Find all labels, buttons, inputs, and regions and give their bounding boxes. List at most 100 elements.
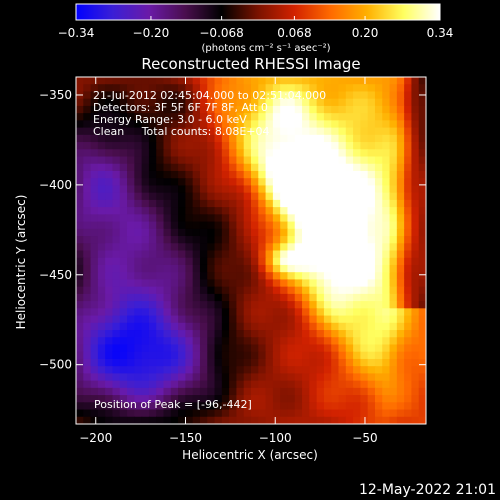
- heatmap-cell: [374, 221, 383, 230]
- heatmap-cell: [265, 373, 274, 382]
- heatmap-cell: [243, 134, 252, 143]
- heatmap-cell: [236, 301, 245, 309]
- heatmap-cell: [148, 243, 157, 252]
- heatmap-cell: [163, 409, 172, 418]
- heatmap-cell: [396, 315, 405, 324]
- heatmap-cell: [185, 395, 194, 403]
- heatmap-cell: [112, 105, 121, 114]
- heatmap-cell: [83, 402, 92, 411]
- heatmap-cell: [360, 279, 369, 288]
- heatmap-cell: [272, 402, 281, 411]
- heatmap-cell: [302, 120, 310, 129]
- heatmap-cell: [236, 120, 245, 129]
- heatmap-cell: [404, 156, 413, 165]
- heatmap-cell: [185, 199, 194, 208]
- heatmap-cell: [338, 330, 347, 338]
- heatmap-cell: [112, 178, 121, 187]
- heatmap-cell: [163, 272, 172, 281]
- heatmap-cell: [302, 156, 310, 165]
- heatmap-cell: [272, 351, 281, 360]
- heatmap-cell: [141, 192, 150, 201]
- heatmap-cell: [294, 156, 303, 165]
- heatmap-cell: [411, 322, 420, 331]
- heatmap-cell: [119, 163, 128, 172]
- heatmap-cell: [229, 344, 238, 353]
- heatmap-cell: [338, 351, 347, 360]
- heatmap-cell: [251, 77, 259, 85]
- heatmap-cell: [192, 228, 201, 237]
- heatmap-cell: [199, 351, 208, 360]
- heatmap-cell: [236, 214, 245, 223]
- heatmap-cell: [374, 257, 383, 266]
- heatmap-cell: [199, 221, 208, 230]
- heatmap-cell: [309, 84, 318, 93]
- heatmap-cell: [302, 243, 310, 252]
- heatmap-cell: [141, 416, 150, 424]
- heatmap-cell: [404, 84, 413, 93]
- heatmap-cell: [156, 402, 165, 411]
- heatmap-cell: [374, 416, 383, 424]
- heatmap-cell: [127, 322, 135, 331]
- heatmap-cell: [396, 142, 405, 150]
- heatmap-cell: [221, 105, 230, 114]
- heatmap-cell: [156, 416, 165, 424]
- heatmap-cell: [287, 199, 296, 208]
- heatmap-cell: [302, 402, 310, 411]
- heatmap-cell: [105, 250, 114, 259]
- heatmap-cell: [134, 149, 143, 158]
- heatmap-cell: [163, 250, 172, 259]
- heatmap-cell: [389, 409, 398, 418]
- heatmap-cell: [90, 416, 99, 424]
- heatmap-cell: [185, 207, 194, 215]
- heatmap-cell: [221, 308, 230, 317]
- heatmap-cell: [148, 395, 157, 403]
- heatmap-cell: [396, 98, 405, 107]
- heatmap-cell: [265, 170, 274, 179]
- heatmap-cell: [119, 286, 128, 295]
- heatmap-cell: [367, 84, 376, 93]
- heatmap-cell: [251, 192, 259, 201]
- heatmap-cell: [353, 358, 361, 367]
- heatmap-cell: [272, 358, 281, 367]
- heatmap-cell: [272, 192, 281, 201]
- heatmap-cell: [83, 120, 92, 129]
- heatmap-cell: [148, 221, 157, 230]
- heatmap-cell: [258, 236, 267, 244]
- heatmap-cell: [156, 308, 165, 317]
- heatmap-cell: [170, 358, 179, 367]
- heatmap-cell: [367, 120, 376, 129]
- heatmap-cell: [280, 395, 289, 403]
- heatmap-cell: [323, 301, 332, 309]
- heatmap-cell: [316, 250, 325, 259]
- heatmap-cell: [163, 105, 172, 114]
- heatmap-cell: [258, 373, 267, 382]
- heatmap-cell: [141, 337, 150, 346]
- heatmap-cell: [156, 272, 165, 281]
- heatmap-cell: [243, 170, 252, 179]
- heatmap-cell: [389, 91, 398, 100]
- heatmap-cell: [185, 387, 194, 396]
- heatmap-cell: [236, 322, 245, 331]
- heatmap-cell: [374, 77, 383, 85]
- heatmap-cell: [163, 156, 172, 165]
- heatmap-cell: [105, 236, 114, 244]
- heatmap-cell: [258, 77, 267, 85]
- heatmap-cell: [331, 127, 340, 136]
- heatmap-cell: [258, 344, 267, 353]
- heatmap-cell: [382, 236, 391, 244]
- heatmap-cell: [207, 98, 216, 107]
- heatmap-cell: [418, 185, 426, 194]
- heatmap-cell: [207, 366, 216, 374]
- heatmap-cell: [112, 416, 121, 424]
- heatmap-cell: [163, 127, 172, 136]
- heatmap-cell: [316, 373, 325, 382]
- heatmap-cell: [170, 344, 179, 353]
- heatmap-cell: [119, 387, 128, 396]
- heatmap-cell: [199, 337, 208, 346]
- heatmap-cell: [411, 387, 420, 396]
- heatmap-cell: [199, 77, 208, 85]
- heatmap-cell: [309, 98, 318, 107]
- heatmap-cell: [178, 134, 186, 143]
- heatmap-cell: [404, 337, 413, 346]
- heatmap-cell: [389, 344, 398, 353]
